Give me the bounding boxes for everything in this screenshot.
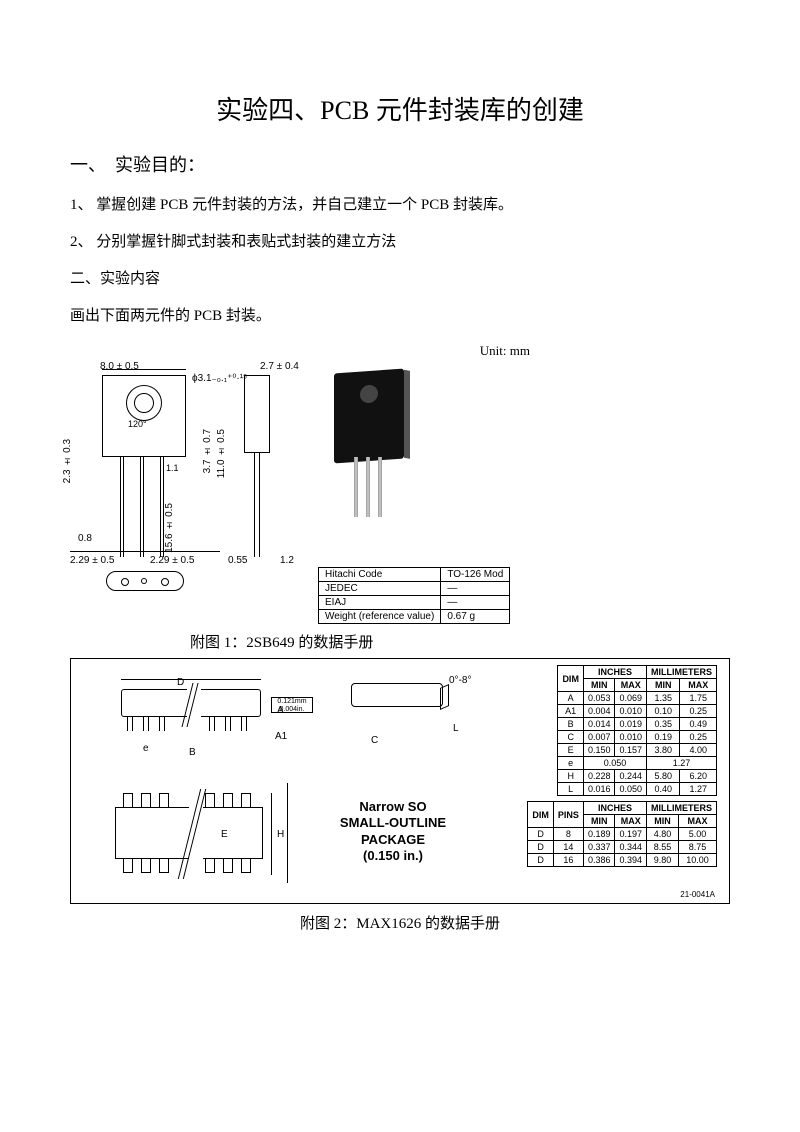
so-diagram: D e B A A1 0.121mm0.004in. 0°-8° C L bbox=[70, 658, 730, 904]
purpose-1: 1、 掌握创建 PCB 元件封装的方法，并自己建立一个 PCB 封装库。 bbox=[70, 195, 730, 216]
dim-tab: 1.1 bbox=[166, 463, 179, 473]
so-label-L: L bbox=[453, 723, 459, 734]
table-row: EIAJ— bbox=[319, 596, 510, 610]
so-tolerance-box: 0.121mm0.004in. bbox=[271, 697, 313, 713]
to126-side-lead bbox=[254, 453, 260, 557]
fig-caption-2: 附图 2：MAX1626 的数据手册 bbox=[70, 912, 730, 933]
so-label-E: E bbox=[221, 829, 228, 840]
so-tilt-view: 0°-8° C L bbox=[341, 677, 471, 747]
dim-thickness: 2.7 ± 0.4 bbox=[260, 361, 299, 372]
table-row: A0.0530.0691.351.75 bbox=[558, 692, 717, 705]
table-row: E0.1500.1573.804.00 bbox=[558, 744, 717, 757]
so-side-view: D e B A A1 bbox=[101, 683, 281, 753]
content-intro: 画出下面两元件的 PCB 封装。 bbox=[70, 306, 730, 327]
dim-inner-h: 3.7 ± 0.7 bbox=[202, 429, 213, 473]
so-label-B: B bbox=[189, 747, 196, 758]
so-note: 21-0041A bbox=[680, 890, 715, 899]
to126-3d-render bbox=[334, 371, 434, 521]
unit-label: Unit: mm bbox=[70, 343, 730, 359]
table-row: L0.0160.0500.401.27 bbox=[558, 783, 717, 796]
so-label-A1: A1 bbox=[275, 731, 287, 742]
so-dim-table-2: DIM PINS INCHES MILLIMETERS MINMAX MINMA… bbox=[527, 801, 717, 867]
so-dim-table-1: DIM INCHES MILLIMETERS MINMAX MINMAX A0.… bbox=[557, 665, 717, 796]
table-row: D140.3370.3448.558.75 bbox=[528, 841, 717, 854]
table-row: H0.2280.2445.806.20 bbox=[558, 770, 717, 783]
table-row: A10.0040.0100.100.25 bbox=[558, 705, 717, 718]
section-2-heading: 二、实验内容 bbox=[70, 269, 730, 290]
so-angle-label: 0°-8° bbox=[449, 675, 471, 686]
so-label-D: D bbox=[177, 677, 184, 688]
dim-width-top: 8.0 ± 0.5 bbox=[100, 361, 139, 372]
dim-total-h: 11.0 ± 0.5 bbox=[216, 429, 227, 478]
so-label-H: H bbox=[277, 829, 284, 840]
dim-pitch-r: 2.29 ± 0.5 bbox=[150, 555, 194, 566]
to126-diagram: 8.0 ± 0.5 ϕ3.1₋₀.₁⁺⁰·¹⁵ 120° 2.3 ± 0.3 3… bbox=[70, 363, 730, 623]
dim-lead-w: 1.2 bbox=[280, 555, 294, 566]
table-row: C0.0070.0100.190.25 bbox=[558, 731, 717, 744]
table-row: D80.1890.1974.805.00 bbox=[528, 828, 717, 841]
section-1-heading: 一、 实验目的： bbox=[70, 151, 730, 177]
dim-phi: ϕ3.1₋₀.₁⁺⁰·¹⁵ bbox=[192, 373, 247, 384]
table-row: D160.3860.3949.8010.00 bbox=[528, 854, 717, 867]
so-top-view: E H bbox=[101, 789, 291, 883]
table-row: Hitachi CodeTO-126 Mod bbox=[319, 568, 510, 582]
table-row: JEDEC— bbox=[319, 582, 510, 596]
dim-offset: 0.8 bbox=[78, 533, 92, 544]
so-label-C: C bbox=[371, 735, 378, 746]
page-title: 实验四、PCB 元件封装库的创建 bbox=[70, 90, 730, 127]
dim-lead-len: 15.6 ± 0.5 bbox=[164, 503, 175, 553]
table-row: e0.0501.27 bbox=[558, 757, 717, 770]
table-row: B0.0140.0190.350.49 bbox=[558, 718, 717, 731]
to126-side-body bbox=[244, 375, 270, 453]
dim-left-h: 2.3 ± 0.3 bbox=[62, 439, 73, 483]
fig-caption-1: 附图 1：2SB649 的数据手册 bbox=[70, 631, 730, 652]
so-package-label: Narrow SOSMALL-OUTLINEPACKAGE(0.150 in.) bbox=[311, 799, 475, 864]
to126-bottom-view bbox=[106, 571, 184, 591]
to126-info-table: Hitachi CodeTO-126 Mod JEDEC— EIAJ— Weig… bbox=[318, 567, 510, 624]
to126-leads bbox=[120, 457, 164, 557]
dim-angle: 120° bbox=[128, 419, 147, 429]
to126-hole-inner bbox=[134, 393, 154, 413]
table-row: Weight (reference value)0.67 g bbox=[319, 610, 510, 624]
dim-pitch-l: 2.29 ± 0.5 bbox=[70, 555, 114, 566]
purpose-2: 2、 分别掌握针脚式封装和表贴式封装的建立方法 bbox=[70, 232, 730, 253]
so-label-e: e bbox=[143, 743, 149, 754]
dim-thk: 0.55 bbox=[228, 555, 247, 566]
